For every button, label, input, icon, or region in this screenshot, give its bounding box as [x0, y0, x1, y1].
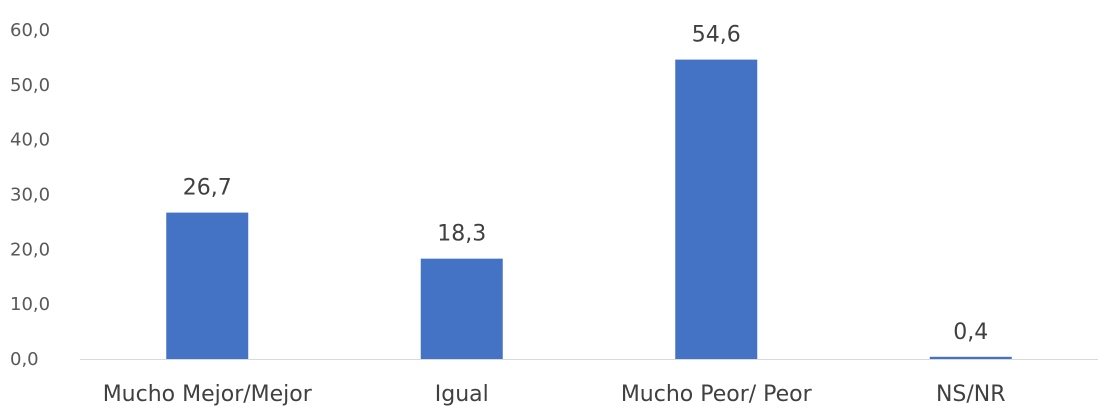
y-tick-label: 0,0: [10, 349, 39, 370]
data-label: 26,7: [183, 176, 232, 201]
data-label: 18,3: [437, 222, 486, 247]
category-labels: Mucho Mejor/Mejor Igual Mucho Peor/ Peor NS…: [103, 382, 1006, 407]
y-axis-ticks: 0,0 10,0 20,0 30,0 40,0 50,0 60,0: [10, 20, 50, 370]
data-labels: 26,7 18,3 54,6 0,4: [183, 23, 988, 345]
bars: [166, 59, 1012, 360]
y-tick-label: 50,0: [10, 75, 50, 96]
category-label: Mucho Peor/ Peor: [621, 382, 813, 407]
category-label: NS/NR: [936, 382, 1006, 407]
y-tick-label: 20,0: [10, 239, 50, 260]
y-tick-label: 10,0: [10, 294, 50, 315]
data-label: 54,6: [692, 23, 741, 48]
y-tick-label: 30,0: [10, 185, 50, 206]
bar: [420, 258, 503, 359]
bar: [675, 59, 758, 360]
data-label: 0,4: [953, 320, 988, 345]
y-tick-label: 40,0: [10, 130, 50, 151]
bar: [929, 356, 1012, 359]
category-label: Mucho Mejor/Mejor: [103, 382, 313, 407]
y-tick-label: 60,0: [10, 20, 50, 41]
category-label: Igual: [435, 382, 489, 407]
bar: [166, 212, 249, 359]
